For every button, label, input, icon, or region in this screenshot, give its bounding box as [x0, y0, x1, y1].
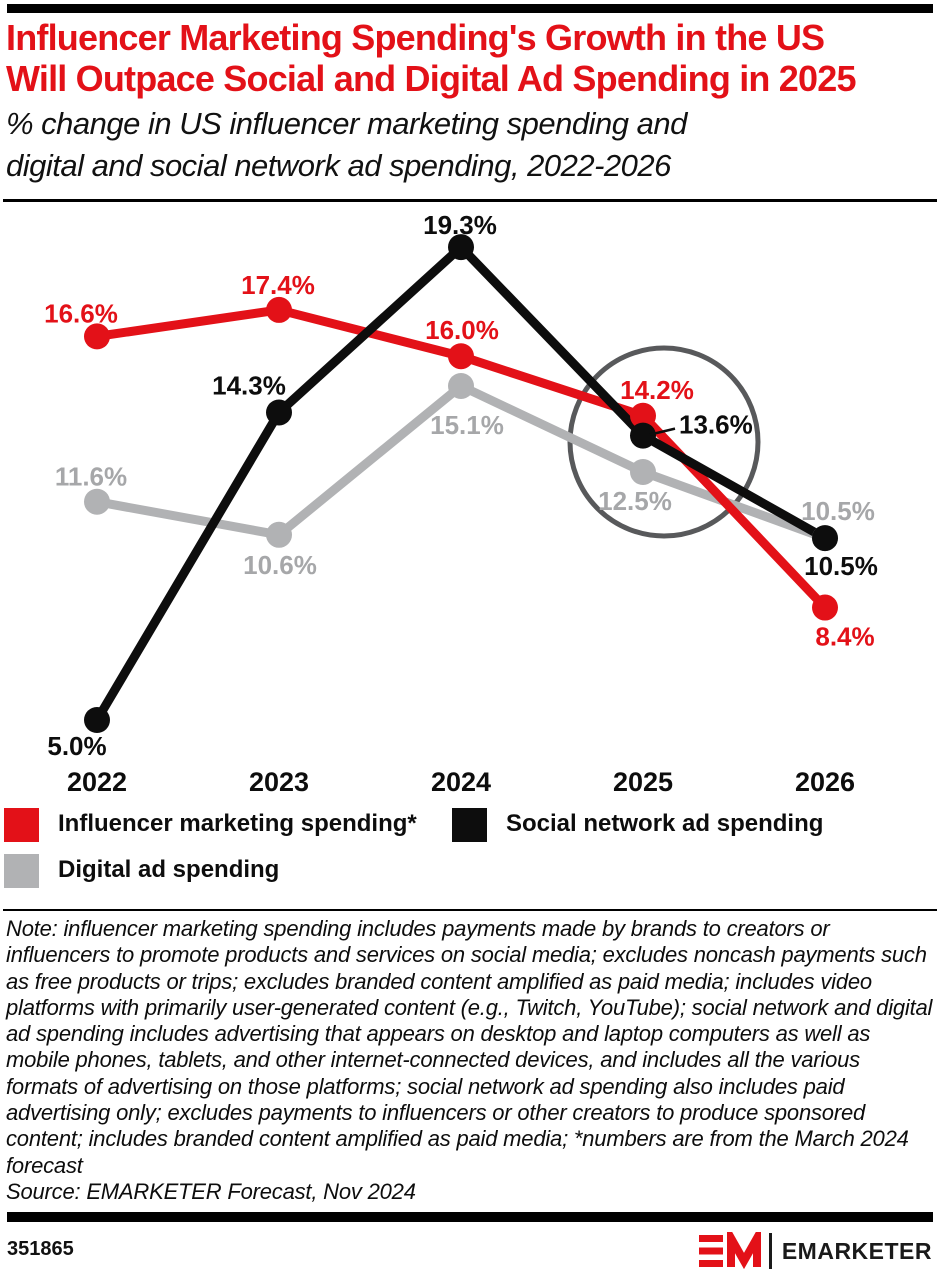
data-point-s0-2023 [266, 296, 292, 323]
data-point-s1-2022 [84, 707, 110, 733]
data-point-s2-2023 [266, 521, 292, 548]
data-point-s0-2024 [448, 343, 474, 370]
note-text: Note: influencer marketing spending incl… [6, 916, 933, 1178]
value-label-s1-2022: 5.0% [47, 731, 106, 761]
value-label-s2-2026: 10.5% [801, 496, 875, 526]
logo-divider [768, 1233, 772, 1269]
value-label-s2-2022: 11.6% [55, 462, 127, 492]
data-point-s2-2022 [84, 488, 110, 515]
value-label-s0-2026: 8.4% [815, 622, 874, 652]
page-title: Influencer Marketing Spending's Growth i… [6, 17, 936, 99]
data-point-s2-2025 [630, 458, 656, 485]
x-axis-label-2022: 2022 [67, 767, 127, 797]
data-point-s1-2025 [630, 422, 656, 449]
legend-label: Influencer marketing spending* [58, 810, 417, 837]
bottom-rule-bar [7, 1212, 933, 1222]
value-label-s0-2022: 16.6% [44, 298, 118, 328]
top-rule-bar [7, 4, 933, 13]
x-axis-label-2024: 2024 [431, 767, 491, 797]
legend-label: Social network ad spending [506, 810, 824, 837]
value-label-s0-2024: 16.0% [425, 315, 499, 345]
value-label-s2-2025: 12.5% [598, 486, 672, 516]
legend-label: Digital ad spending [58, 856, 280, 883]
emarketer-logo: EMARKETER [698, 1231, 932, 1271]
value-label-s2-2024: 15.1% [430, 410, 504, 440]
chart-canvas: 16.6% 17.4% 16.0% 14.2% 8.4% 5.0% 14.3% 19.3% 13… [44, 210, 878, 797]
legend-swatch-digital [4, 854, 39, 888]
subtitle-line-1: % change in US influencer marketing spen… [6, 106, 687, 141]
data-point-s0-2025 [630, 402, 656, 429]
chart-id: 351865 [7, 1238, 74, 1260]
value-label-s0-2025: 14.2% [620, 375, 694, 405]
line-chart: 16.6% 17.4% 16.0% 14.2% 8.4% 5.0% 14.3% 19.3% 13… [0, 200, 940, 800]
value-label-s1-2026: 10.5% [804, 551, 878, 581]
note-divider [3, 909, 937, 911]
legend-swatch-influencer [4, 808, 39, 842]
value-label-s1-2025: 13.6% [679, 410, 753, 440]
data-point-s1-2026 [812, 525, 838, 552]
data-point-s0-2022 [84, 323, 110, 350]
data-point-s1-2023 [266, 399, 292, 426]
data-point-s0-2026 [812, 594, 838, 621]
source-text: Source: EMARKETER Forecast, Nov 2024 [6, 1178, 416, 1204]
label-connector [649, 427, 676, 436]
chart-subtitle: % change in US influencer marketing spen… [6, 103, 936, 187]
logo-wordmark: EMARKETER [781, 1237, 932, 1264]
note-block: Note: influencer marketing spending incl… [6, 916, 934, 1205]
subtitle-line-2: digital and social network ad spending, … [6, 148, 671, 183]
value-label-s1-2023: 14.3% [212, 370, 286, 400]
em-monogram-icon [698, 1232, 761, 1270]
x-axis-label-2026: 2026 [795, 767, 855, 797]
title-line-1: Influencer Marketing Spending's Growth i… [6, 17, 825, 58]
data-point-s2-2024 [448, 372, 474, 399]
value-label-s1-2024: 19.3% [423, 210, 497, 240]
x-axis-label-2025: 2025 [613, 767, 673, 797]
x-axis-label-2023: 2023 [249, 767, 309, 797]
title-line-2: Will Outpace Social and Digital Ad Spend… [6, 58, 857, 99]
header-divider [3, 199, 937, 202]
value-label-s2-2023: 10.6% [243, 550, 317, 580]
data-point-s1-2024 [448, 234, 474, 261]
value-label-s0-2023: 17.4% [241, 270, 315, 300]
legend-swatch-social [452, 808, 487, 842]
